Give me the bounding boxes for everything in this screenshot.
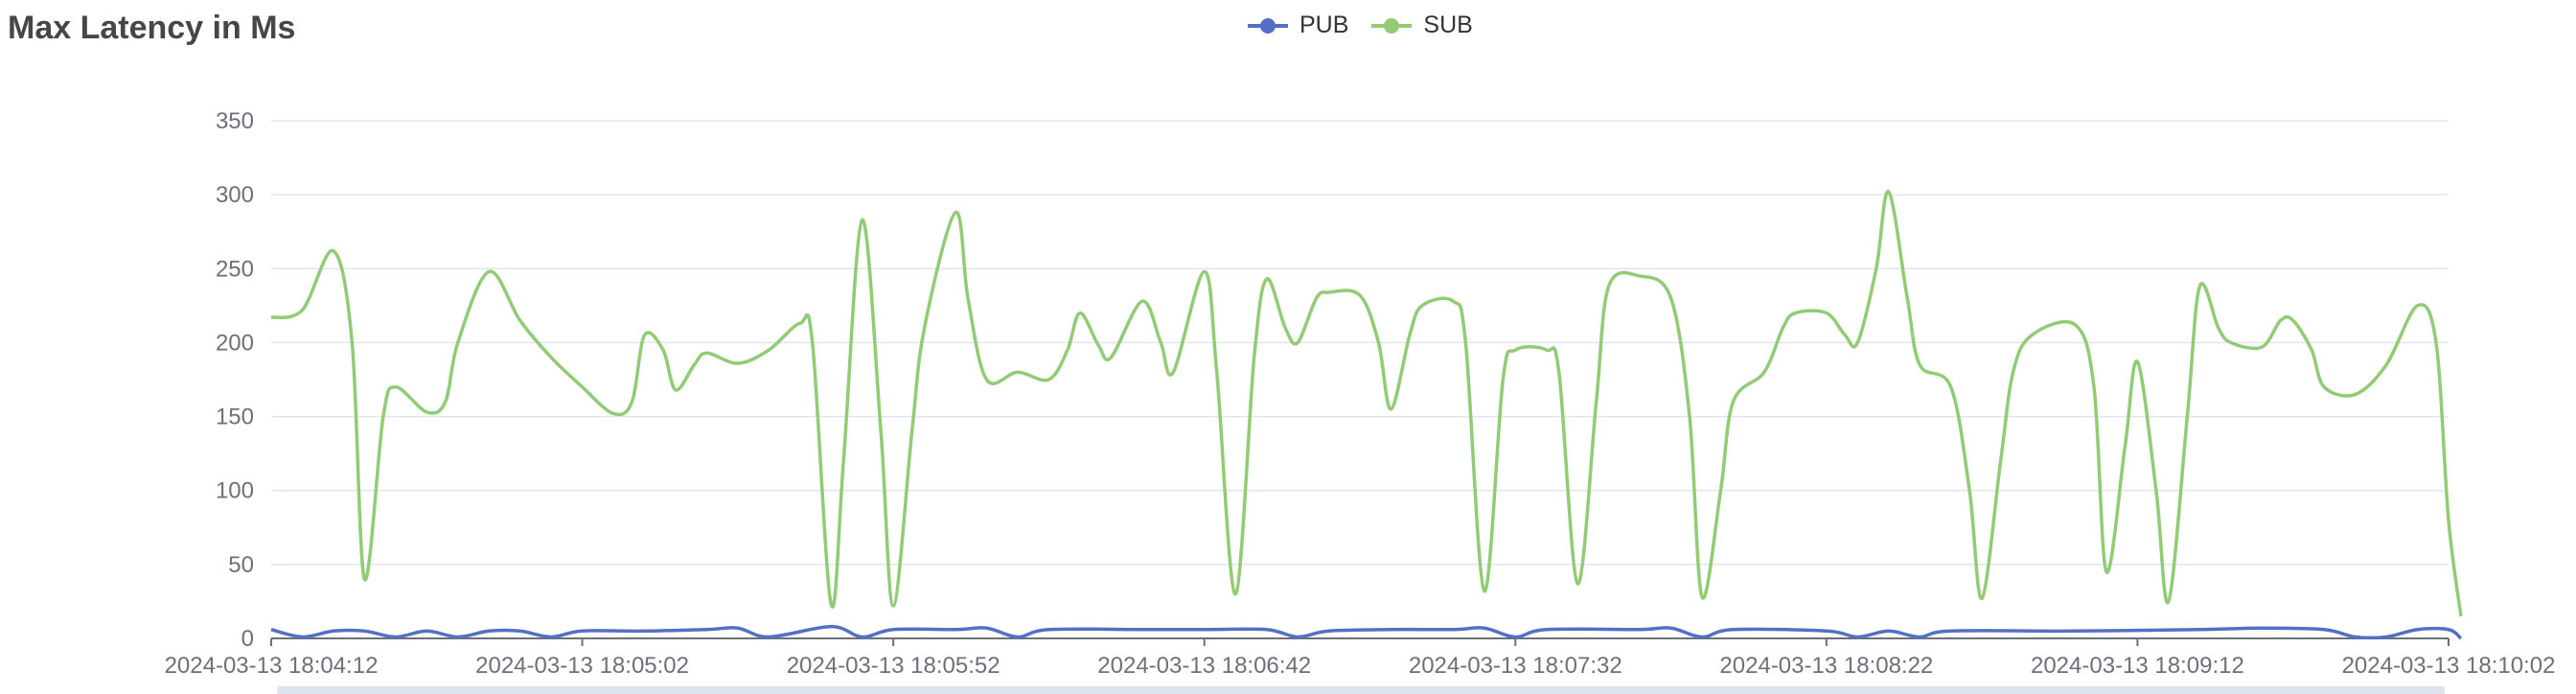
y-tick-label: 250 bbox=[216, 256, 254, 282]
x-tick-label: 2024-03-13 18:06:42 bbox=[1097, 653, 1311, 679]
x-tick-label: 2024-03-13 18:05:52 bbox=[787, 653, 1000, 679]
legend: PUB SUB bbox=[1246, 12, 1473, 39]
series-line-sub bbox=[270, 190, 2463, 617]
legend-pub-label: PUB bbox=[1300, 12, 1349, 38]
x-tick-label: 2024-03-13 18:07:32 bbox=[1409, 653, 1622, 679]
x-tick-label: 2024-03-13 18:10:02 bbox=[2342, 653, 2556, 679]
zoom-slider-track bbox=[277, 686, 2445, 694]
legend-sub-symbol bbox=[1371, 17, 1413, 34]
x-tick-label: 2024-03-13 18:09:12 bbox=[2031, 653, 2244, 679]
y-tick-label: 200 bbox=[216, 330, 254, 356]
legend-item-sub[interactable]: SUB bbox=[1369, 12, 1473, 39]
y-tick-label: 300 bbox=[216, 182, 254, 208]
y-tick-label: 50 bbox=[228, 552, 254, 578]
x-tick-label: 2024-03-13 18:08:22 bbox=[1719, 653, 1933, 679]
y-tick-label: 100 bbox=[216, 478, 254, 504]
legend-item-pub[interactable]: PUB bbox=[1246, 12, 1348, 39]
x-tick-label: 2024-03-13 18:05:02 bbox=[475, 653, 689, 679]
chart-title: Max Latency in Ms bbox=[8, 10, 296, 46]
legend-pub-symbol bbox=[1248, 17, 1288, 34]
y-tick-label: 150 bbox=[216, 405, 254, 430]
legend-sub-label: SUB bbox=[1423, 12, 1473, 38]
series-line-pub bbox=[270, 624, 2463, 640]
y-tick-label: 0 bbox=[242, 626, 254, 652]
y-tick-label: 350 bbox=[216, 108, 254, 134]
x-tick-label: 2024-03-13 18:04:12 bbox=[165, 653, 379, 679]
